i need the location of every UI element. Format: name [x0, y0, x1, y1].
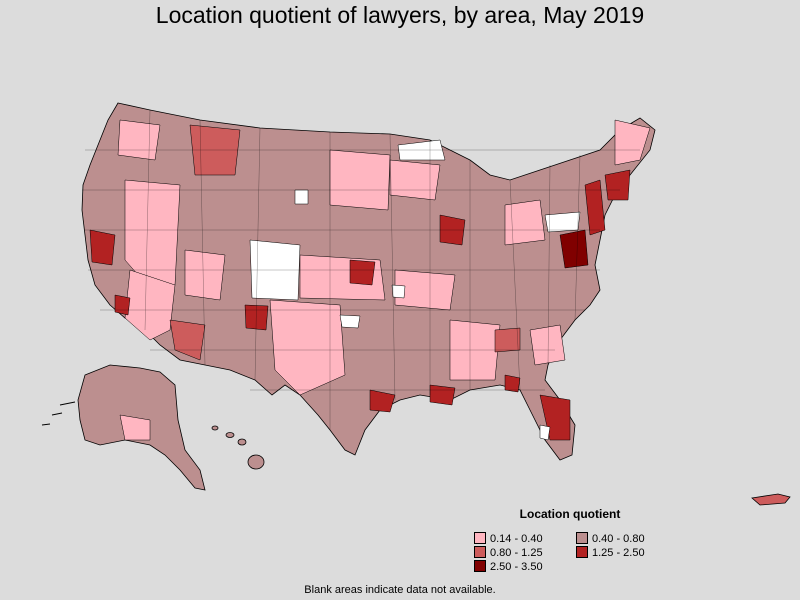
legend-item-5: 2.50 - 3.50 — [474, 560, 543, 574]
legend-title: Location quotient — [519, 507, 621, 521]
area-patches — [89, 119, 651, 441]
alaska-aleutians — [41, 401, 76, 426]
legend-label-3: 0.80 - 1.25 — [490, 547, 543, 559]
legend-item-2: 0.40 - 0.80 — [576, 532, 645, 546]
legend-label-2: 0.40 - 0.80 — [592, 533, 645, 545]
legend-swatch-2 — [576, 532, 588, 544]
legend-swatch-4 — [576, 546, 588, 558]
footnote: Blank areas indicate data not available. — [304, 584, 496, 596]
legend-swatch-3 — [474, 546, 486, 558]
legend-label-4: 1.25 - 2.50 — [592, 547, 645, 559]
hawaii-shape — [211, 425, 265, 470]
legend-item-1: 0.14 - 0.40 — [474, 532, 543, 546]
legend-item-4: 1.25 - 2.50 — [576, 546, 645, 560]
legend-label-1: 0.14 - 0.40 — [490, 533, 543, 545]
legend-label-5: 2.50 - 3.50 — [490, 561, 543, 573]
area-borders — [82, 109, 640, 430]
legend-item-3: 0.80 - 1.25 — [474, 546, 543, 560]
legend-swatch-5 — [474, 560, 486, 572]
map-title: Location quotient of lawyers, by area, M… — [155, 2, 645, 28]
legend-swatch-1 — [474, 532, 486, 544]
puerto-rico-shape — [751, 493, 791, 506]
